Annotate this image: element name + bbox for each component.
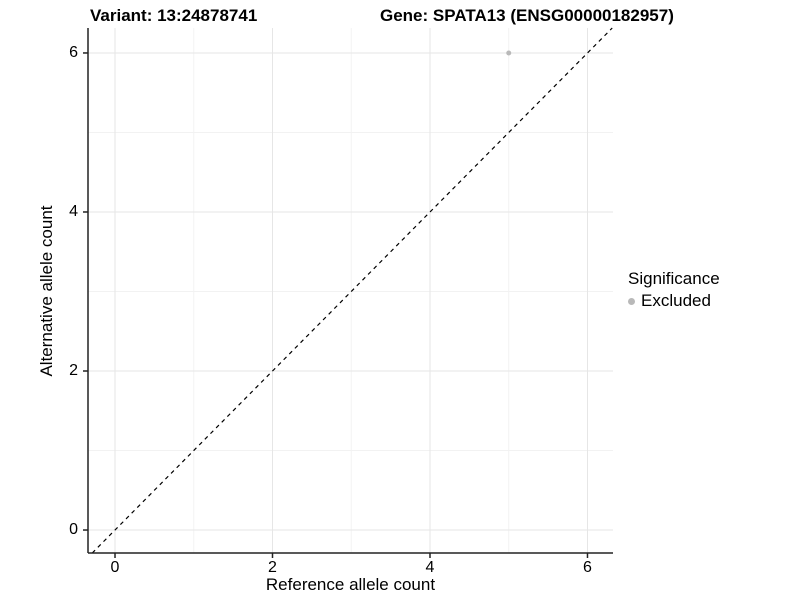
y-tick-label: 2 [69, 362, 78, 379]
x-tick-label: 2 [268, 559, 277, 576]
plot-canvas [83, 27, 613, 558]
y-tick-label: 0 [69, 521, 78, 539]
identity-reference-line [91, 27, 613, 554]
y-axis-title: Alternative allele count [37, 205, 56, 377]
legend-item-label: Excluded [641, 291, 711, 310]
y-tick-label: 6 [69, 43, 78, 61]
legend-item-excluded: Excluded [628, 291, 720, 311]
data-point [506, 50, 512, 56]
excluded-point-icon [628, 297, 635, 305]
x-tick-label: 6 [583, 559, 592, 576]
x-tick-label: 0 [110, 559, 120, 576]
plot-title-gene: Gene: SPATA13 (ENSG00000182957) [380, 6, 674, 25]
plot-panel [83, 27, 613, 558]
x-axis-title: Reference allele count [265, 575, 436, 594]
x-tick-label: 4 [425, 559, 435, 576]
legend: Significance Excluded [628, 269, 720, 311]
plot-title-variant: Variant: 13:24878741 [90, 6, 258, 25]
legend-title: Significance [628, 269, 720, 288]
y-tick-label: 4 [69, 202, 78, 220]
